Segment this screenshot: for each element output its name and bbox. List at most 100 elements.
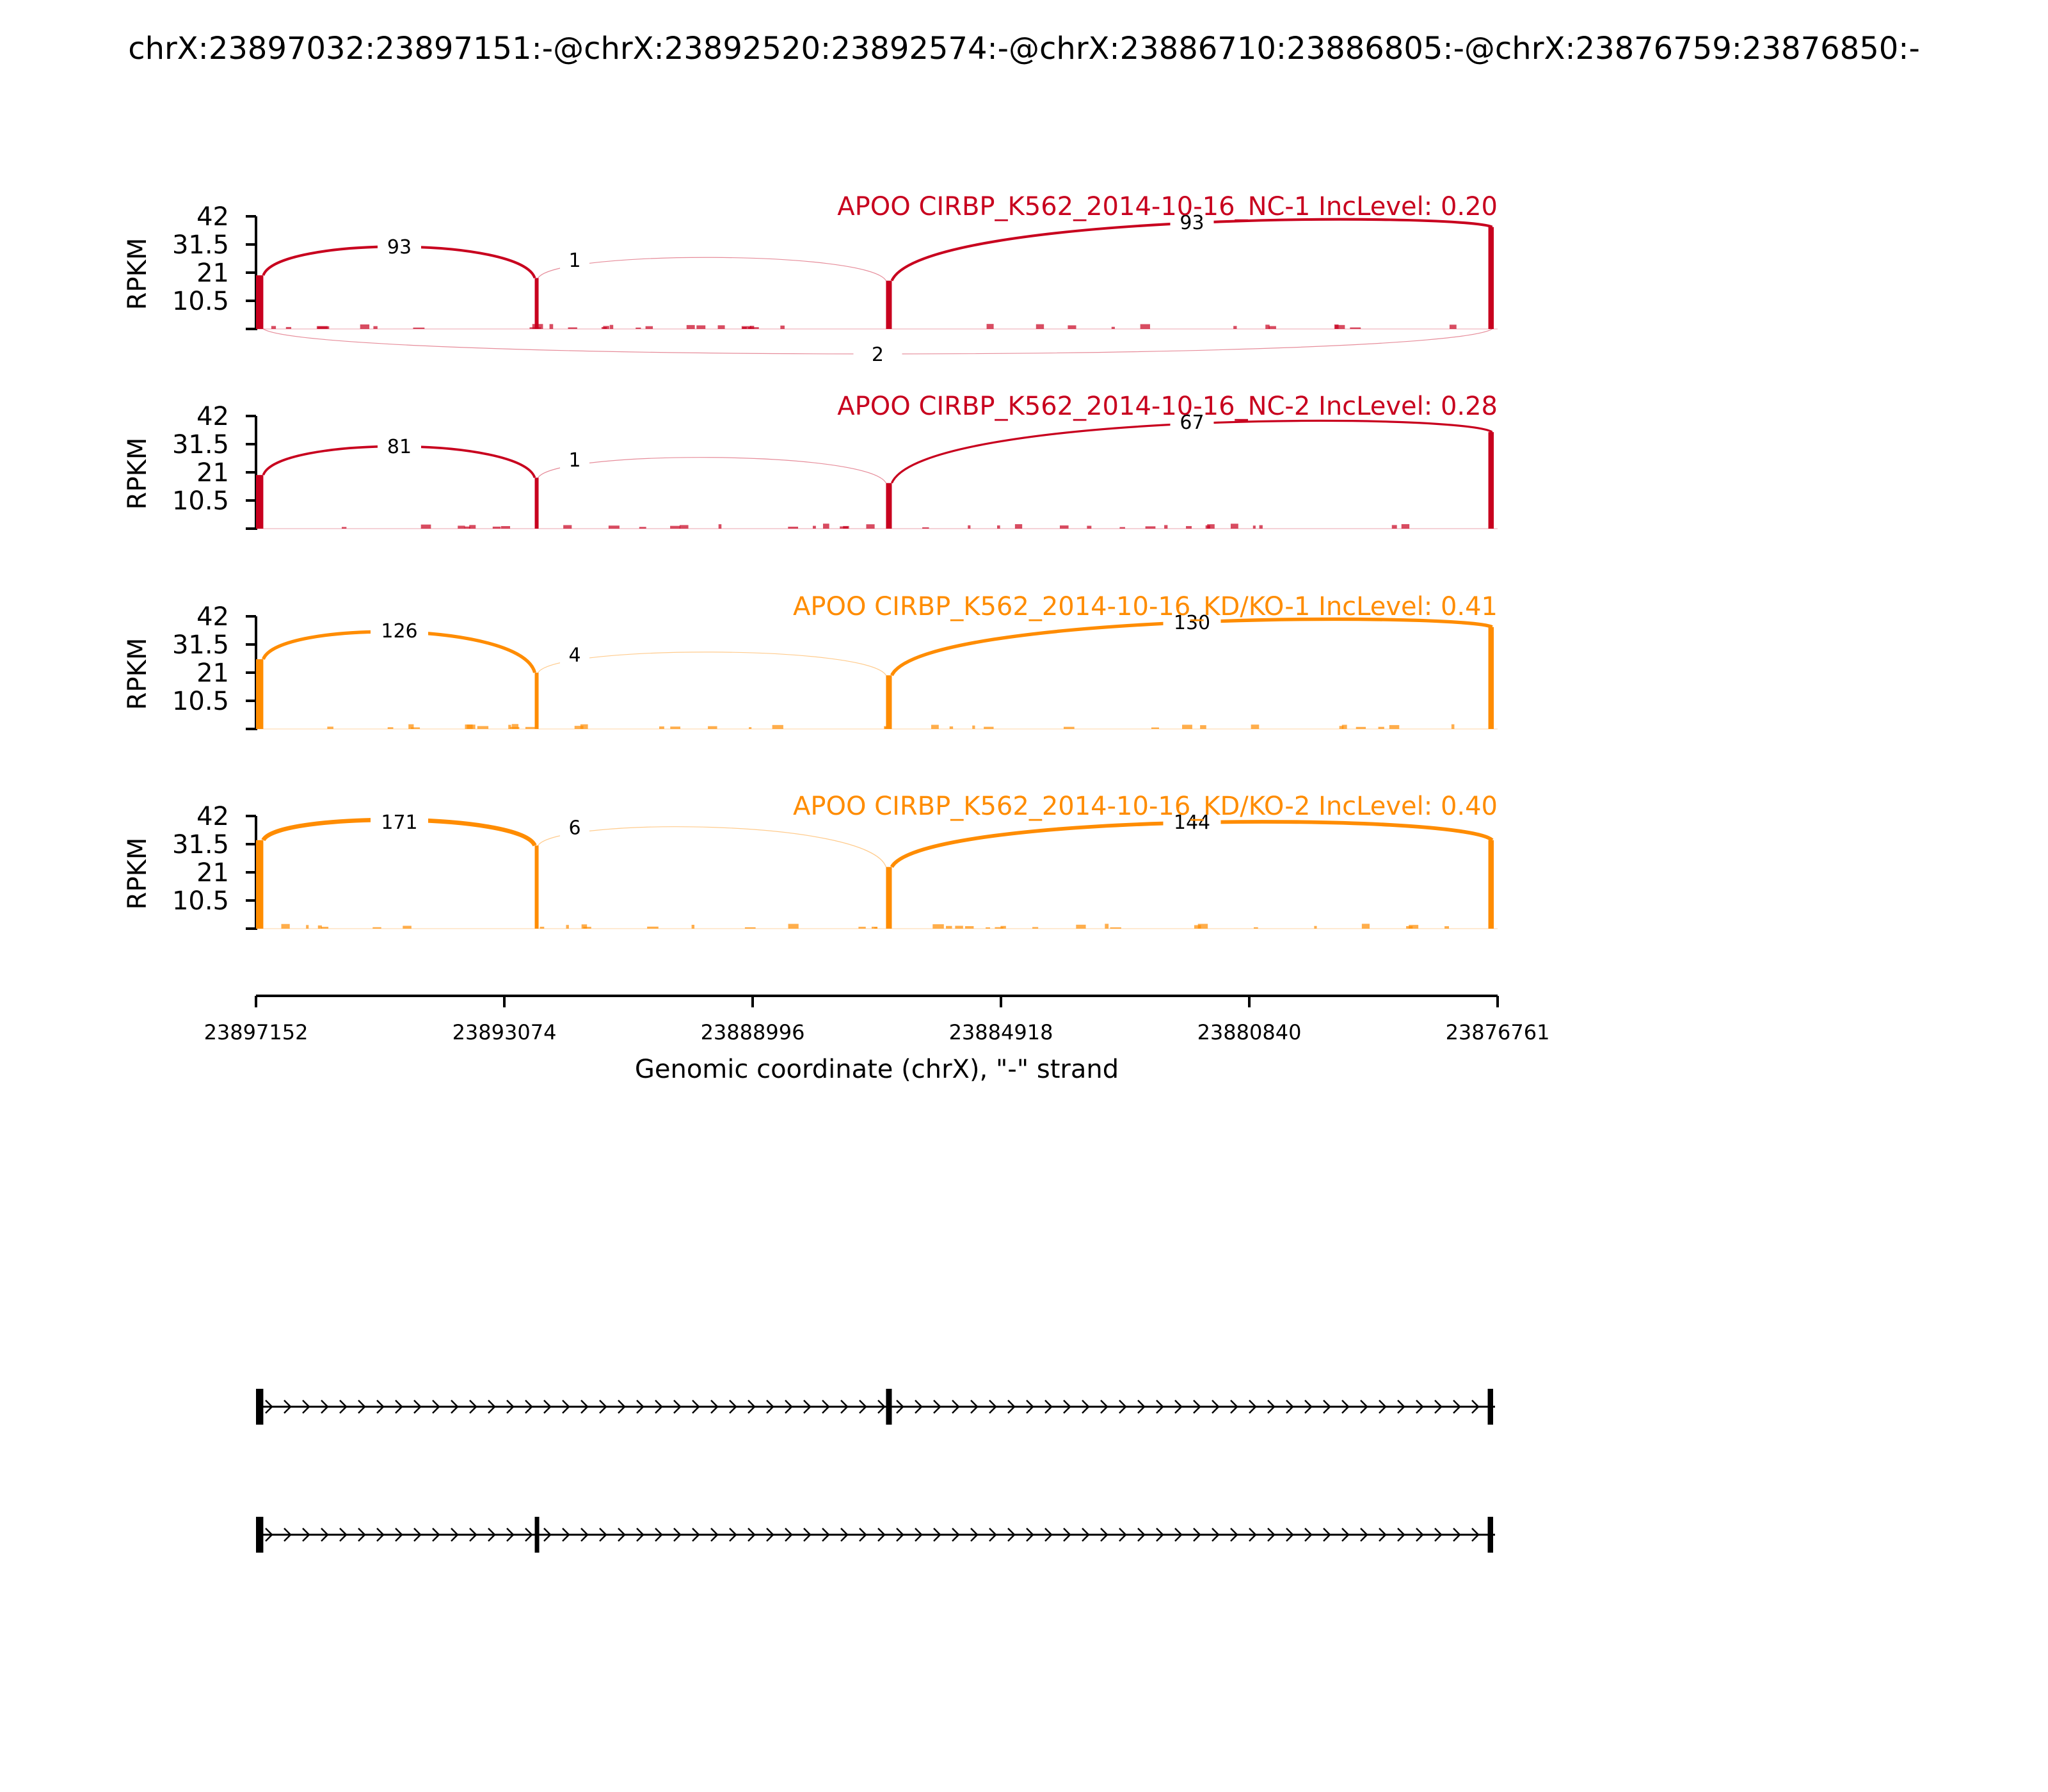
junction-count-label: 1 bbox=[568, 250, 580, 272]
strand-arrow bbox=[933, 1528, 941, 1542]
coverage-speckle bbox=[469, 525, 476, 529]
y-tick-label: 10.5 bbox=[172, 687, 229, 716]
y-tick-label: 42 bbox=[196, 202, 229, 232]
strand-arrow bbox=[877, 1528, 886, 1542]
coverage-speckle bbox=[1401, 524, 1410, 529]
coverage-speckle bbox=[608, 525, 620, 529]
strand-arrow bbox=[1341, 1528, 1350, 1542]
coverage-speckle bbox=[317, 925, 322, 929]
junction-count-label: 67 bbox=[1180, 412, 1204, 434]
y-tick-label: 31.5 bbox=[172, 430, 229, 460]
y-tick-label: 21 bbox=[196, 858, 229, 888]
strand-arrow bbox=[1174, 1528, 1183, 1542]
coverage-speckle bbox=[1036, 324, 1044, 329]
coverage-speckle bbox=[1207, 524, 1215, 529]
coverage-speckle bbox=[636, 327, 641, 329]
coverage-speckle bbox=[986, 324, 994, 329]
coverage-speckle bbox=[812, 525, 816, 529]
strand-arrow bbox=[1230, 1400, 1238, 1414]
coverage-speckle bbox=[717, 325, 725, 329]
junction-label-bg bbox=[1163, 610, 1221, 636]
junction-count-label: 1 bbox=[568, 449, 580, 472]
strand-arrow bbox=[673, 1528, 682, 1542]
strand-arrow bbox=[1249, 1400, 1257, 1414]
junction-label-bg bbox=[371, 618, 428, 644]
x-axis-ticks: 23897152 23893074 23888996 23884918 23880840… bbox=[204, 996, 1550, 1044]
coverage-speckle bbox=[1406, 926, 1413, 929]
exon-coverage-bar bbox=[886, 867, 892, 929]
strand-arrow bbox=[432, 1528, 440, 1542]
x-tick-label: 23888996 bbox=[701, 1020, 805, 1044]
coverage-speckle bbox=[271, 326, 276, 329]
coverage-speckle bbox=[1140, 324, 1150, 329]
y-tick-label: 21 bbox=[196, 259, 229, 288]
strand-arrow bbox=[1471, 1400, 1480, 1414]
panel-title: APOO CIRBP_K562_2014-10-16_NC-1 IncLevel… bbox=[837, 192, 1498, 221]
strand-arrow bbox=[1193, 1528, 1201, 1542]
coverage-speckle bbox=[659, 726, 664, 729]
strand-arrow bbox=[1267, 1400, 1276, 1414]
strand-arrow bbox=[451, 1528, 459, 1542]
strand-arrow bbox=[822, 1400, 830, 1414]
coverage-speckle bbox=[285, 326, 292, 329]
coverage-speckle bbox=[1341, 724, 1347, 729]
coverage-speckle bbox=[984, 726, 994, 729]
strand-arrow bbox=[1379, 1528, 1387, 1542]
junction-count-label: 4 bbox=[568, 644, 580, 666]
coverage-speckle bbox=[341, 527, 347, 529]
coverage-speckle bbox=[1076, 924, 1086, 929]
coverage-speckle bbox=[458, 525, 465, 529]
coverage-speckle bbox=[420, 524, 431, 529]
strand-arrow bbox=[952, 1400, 960, 1414]
coverage-speckle bbox=[1252, 525, 1256, 529]
junction-count-label: 171 bbox=[381, 812, 417, 834]
strand-arrow bbox=[1026, 1528, 1034, 1542]
y-tick-label: 10.5 bbox=[172, 486, 229, 516]
coverage-speckle bbox=[1145, 526, 1156, 529]
strand-arrow bbox=[525, 1528, 533, 1542]
strand-arrow bbox=[1453, 1528, 1461, 1542]
strand-arrow bbox=[729, 1400, 737, 1414]
coverage-speckle bbox=[945, 925, 952, 929]
coverage-speckle bbox=[772, 724, 783, 729]
strand-arrow bbox=[970, 1400, 979, 1414]
strand-arrow bbox=[766, 1528, 774, 1542]
coverage-speckle bbox=[464, 526, 470, 529]
y-tick-label: 42 bbox=[196, 602, 229, 632]
strand-arrow bbox=[952, 1528, 960, 1542]
strand-arrow bbox=[729, 1528, 737, 1542]
junction-count-label: 93 bbox=[387, 236, 412, 259]
coverage-speckle bbox=[922, 527, 929, 529]
y-axis-label: RPKM bbox=[123, 438, 152, 510]
coverage-speckle bbox=[997, 525, 1000, 529]
coverage-speckle bbox=[1391, 525, 1397, 529]
coverage-speckle bbox=[1389, 724, 1400, 729]
y-axis-label: RPKM bbox=[123, 238, 152, 310]
coverage-speckle bbox=[749, 326, 755, 329]
x-tick-label: 23876761 bbox=[1446, 1020, 1550, 1044]
strand-arrow bbox=[580, 1400, 589, 1414]
coverage-speckle bbox=[874, 927, 877, 929]
junction-count-label: 6 bbox=[568, 817, 580, 840]
strand-arrow bbox=[543, 1400, 552, 1414]
strand-arrow bbox=[580, 1528, 589, 1542]
strand-arrow bbox=[1100, 1528, 1108, 1542]
junction-label-bg bbox=[378, 433, 421, 460]
exon-block bbox=[1487, 1389, 1493, 1425]
coverage-speckle bbox=[718, 524, 722, 529]
coverage-speckle bbox=[1356, 726, 1366, 729]
exon-coverage-bar bbox=[256, 475, 264, 529]
junction-label-bg bbox=[371, 810, 428, 836]
coverage-speckle bbox=[467, 724, 476, 729]
strand-arrow bbox=[748, 1400, 756, 1414]
coverage-speckle bbox=[316, 326, 328, 329]
strand-arrow bbox=[692, 1400, 700, 1414]
coverage-speckle bbox=[995, 927, 1004, 929]
coverage-speckle bbox=[306, 925, 309, 929]
coverage-speckle bbox=[373, 326, 378, 329]
junction-count-label: 126 bbox=[381, 620, 417, 643]
exon-coverage-bar bbox=[1488, 227, 1494, 329]
panel-title: APOO CIRBP_K562_2014-10-16_KD/KO-2 IncLe… bbox=[793, 792, 1498, 821]
